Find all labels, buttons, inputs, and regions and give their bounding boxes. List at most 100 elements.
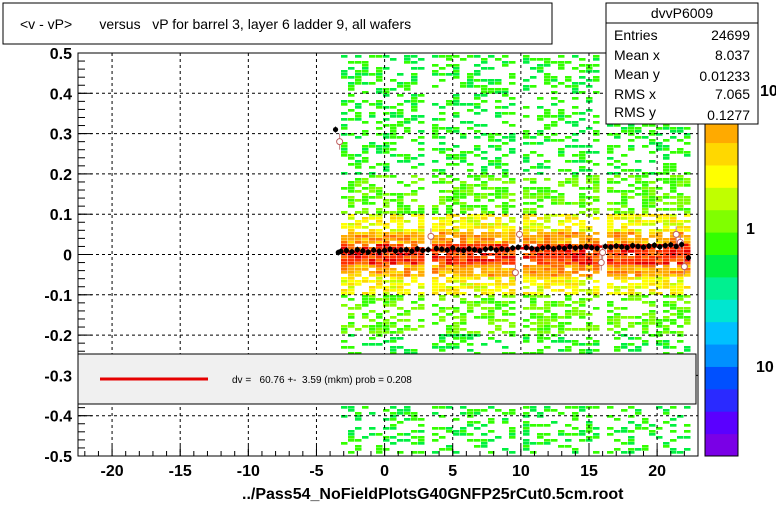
heatmap-cell	[397, 271, 404, 274]
heatmap-cell	[348, 154, 355, 157]
heatmap-cell	[348, 247, 355, 250]
heatmap-cell	[635, 265, 642, 268]
heatmap-cell	[642, 196, 649, 199]
heatmap-cell	[369, 172, 376, 175]
heatmap-cell	[537, 271, 544, 274]
heatmap-cell	[348, 82, 355, 85]
heatmap-cell	[439, 448, 446, 451]
palette-band	[705, 276, 738, 300]
heatmap-cell	[537, 196, 544, 199]
heatmap-cell	[614, 124, 621, 127]
heatmap-cell	[551, 301, 558, 304]
heatmap-cell	[390, 316, 397, 319]
heatmap-cell	[446, 64, 453, 67]
heatmap-cell	[362, 301, 369, 304]
stats-label-mean-y: Mean y	[614, 66, 660, 82]
heatmap-cell	[460, 103, 467, 106]
heatmap-cell	[446, 199, 453, 202]
heatmap-cell	[439, 148, 446, 151]
heatmap-cell	[572, 88, 579, 91]
heatmap-cell	[467, 259, 474, 262]
heatmap-cell	[677, 298, 684, 301]
heatmap-cell	[390, 220, 397, 223]
y-tick-label: 0	[63, 248, 72, 265]
heatmap-cell	[481, 85, 488, 88]
profile-point	[640, 244, 647, 250]
heatmap-cell	[537, 352, 544, 355]
heatmap-cell	[684, 196, 691, 199]
heatmap-cell	[362, 199, 369, 202]
heatmap-cell	[453, 265, 460, 268]
heatmap-cell	[509, 148, 516, 151]
heatmap-cell	[376, 241, 383, 244]
heatmap-cell	[614, 448, 621, 451]
heatmap-cell	[509, 235, 516, 238]
heatmap-cell	[481, 172, 488, 175]
heatmap-cell	[684, 214, 691, 217]
heatmap-cell	[593, 70, 600, 73]
heatmap-cell	[432, 241, 439, 244]
heatmap-cell	[565, 235, 572, 238]
heatmap-cell	[677, 229, 684, 232]
heatmap-cell	[684, 250, 691, 253]
heatmap-cell	[551, 256, 558, 259]
heatmap-cell	[544, 58, 551, 61]
heatmap-cell	[677, 316, 684, 319]
heatmap-cell	[362, 160, 369, 163]
heatmap-cell	[390, 244, 397, 247]
heatmap-cell	[677, 271, 684, 274]
heatmap-cell	[446, 448, 453, 451]
heatmap-cell	[481, 211, 488, 214]
heatmap-cell	[593, 343, 600, 346]
heatmap-cell	[509, 436, 516, 439]
heatmap-cell	[502, 421, 509, 424]
heatmap-cell	[656, 232, 663, 235]
heatmap-cell	[579, 409, 586, 412]
heatmap-cell	[404, 121, 411, 124]
heatmap-cell	[383, 124, 390, 127]
heatmap-cell	[390, 301, 397, 304]
heatmap-cell	[621, 217, 628, 220]
heatmap-cell	[628, 421, 635, 424]
heatmap-cell	[537, 199, 544, 202]
heatmap-cell	[369, 190, 376, 193]
heatmap-cell	[390, 262, 397, 265]
heatmap-cell	[495, 304, 502, 307]
heatmap-cell	[432, 289, 439, 292]
heatmap-cell	[341, 148, 348, 151]
heatmap-cell	[663, 352, 670, 355]
heatmap-cell	[670, 214, 677, 217]
heatmap-cell	[390, 214, 397, 217]
heatmap-cell	[453, 433, 460, 436]
profile-point	[349, 249, 355, 255]
heatmap-cell	[474, 94, 481, 97]
heatmap-cell	[439, 190, 446, 193]
heatmap-cell	[544, 328, 551, 331]
heatmap-cell	[677, 139, 684, 142]
heatmap-cell	[607, 268, 614, 271]
heatmap-cell	[663, 127, 670, 130]
heatmap-cell	[593, 328, 600, 331]
heatmap-cell	[593, 58, 600, 61]
heatmap-cell	[509, 226, 516, 229]
heatmap-cell	[460, 217, 467, 220]
heatmap-cell	[439, 223, 446, 226]
heatmap-cell	[348, 316, 355, 319]
heatmap-cell	[348, 256, 355, 259]
heatmap-cell	[383, 67, 390, 70]
heatmap-cell	[677, 130, 684, 133]
heatmap-cell	[551, 85, 558, 88]
heatmap-cell	[341, 211, 348, 214]
heatmap-cell	[621, 346, 628, 349]
heatmap-cell	[432, 283, 439, 286]
heatmap-cell	[481, 223, 488, 226]
heatmap-cell	[593, 433, 600, 436]
heatmap-cell	[558, 82, 565, 85]
heatmap-cell	[495, 244, 502, 247]
heatmap-cell	[677, 340, 684, 343]
heatmap-cell	[621, 211, 628, 214]
heatmap-cell	[558, 322, 565, 325]
heatmap-cell	[481, 298, 488, 301]
footer-filename: ../Pass54_NoFieldPlotsG40GNFP25rCut0.5cm…	[242, 486, 624, 503]
heatmap-cell	[537, 244, 544, 247]
